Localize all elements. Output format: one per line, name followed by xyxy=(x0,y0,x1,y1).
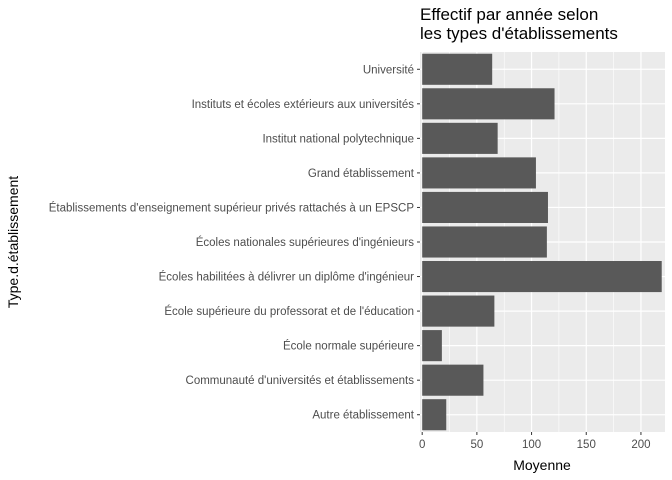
bar xyxy=(422,330,442,362)
category-label: Instituts et écoles extérieurs aux unive… xyxy=(192,99,415,111)
bar xyxy=(422,122,498,154)
category-labels: Université Instituts et écoles extérieurs… xyxy=(49,64,420,422)
chart-title-line-2: les types d'établissements xyxy=(420,24,618,43)
x-tick-label: 0 xyxy=(419,439,425,451)
bar xyxy=(422,399,447,431)
category-label: Institut national polytechnique xyxy=(262,133,414,145)
category-label: Grand établissement xyxy=(308,168,415,180)
bar xyxy=(422,157,536,189)
x-tick-label: 200 xyxy=(631,439,650,451)
category-label: Communauté d'universités et établissemen… xyxy=(186,375,415,387)
bar xyxy=(422,364,484,396)
bars-group xyxy=(422,53,662,431)
chart-title-line-1: Effectif par année selon xyxy=(420,5,598,24)
x-tick-label: 150 xyxy=(577,439,596,451)
x-tick-label: 100 xyxy=(522,439,541,451)
y-axis-title: Type.d.établissement xyxy=(5,176,21,308)
category-label: École normale supérieure xyxy=(283,340,414,353)
bar xyxy=(422,53,493,85)
x-tick-label: 50 xyxy=(470,439,483,451)
bar xyxy=(422,226,547,258)
bar xyxy=(422,261,662,293)
bar xyxy=(422,295,495,327)
bar xyxy=(422,191,548,223)
category-label: Autre établissement xyxy=(312,410,414,422)
bar xyxy=(422,88,555,120)
x-axis-title: Moyenne xyxy=(513,457,571,473)
category-label: École supérieure du professorat et de l'… xyxy=(164,305,414,318)
category-label: Établissements d'enseignement supérieur … xyxy=(49,201,415,214)
category-label: Université xyxy=(363,64,414,76)
category-label: Écoles habilitées à délivrer un diplôme … xyxy=(159,271,415,284)
category-label: Écoles nationales supérieures d'ingénieu… xyxy=(196,236,415,249)
x-axis-ticks: 0 50 100 150 200 xyxy=(419,432,651,451)
